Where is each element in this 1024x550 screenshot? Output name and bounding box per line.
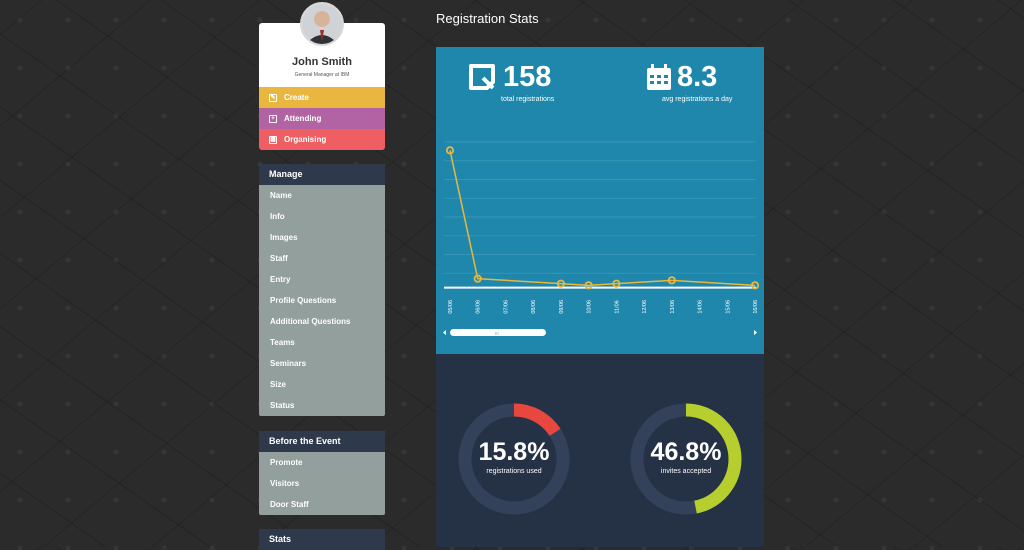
attending-button[interactable]: + Attending [259,108,385,129]
chart-point [667,276,676,285]
gauge-arc [630,403,742,515]
registration-chart-panel: 158 total registrations 8.3 avg registra… [436,47,764,354]
manage-item-entry[interactable]: Entry [270,275,291,284]
manage-item-additional-questions[interactable]: Additional Questions [270,317,351,326]
chart-x-tick-label: 06/06 [476,300,482,314]
chart-x-tick-label: 09/06 [559,300,565,314]
avg-registrations-value: 8.3 [677,61,718,93]
scroll-right-arrow-icon [754,330,757,335]
chart-point [612,279,621,288]
before-event-item-visitors[interactable]: Visitors [270,479,300,488]
manage-item-profile-questions[interactable]: Profile Questions [270,296,337,305]
chart-x-tick-label: 16/06 [753,300,759,314]
manage-item-size[interactable]: Size [270,380,287,389]
manage-item-images[interactable]: Images [270,233,298,242]
stats-header[interactable]: Stats [259,529,385,550]
gauge-arc [458,403,570,515]
avg-registrations-label: avg registrations a day [662,96,733,103]
chart-x-tick-label: 05/06 [448,300,454,314]
chart-x-tick-label: 14/06 [698,300,704,314]
gauges-panel: 15.8% registrations used 46.8% invites a… [436,354,764,547]
chart-x-tick-label: 13/06 [670,300,676,314]
chart-x-tick-label: 15/06 [725,300,731,314]
ticket-icon [469,64,495,90]
edit-icon: ✎ [269,93,277,102]
chart-x-tick-label: 11/06 [614,300,620,313]
chart-point [584,281,593,290]
calendar-kpi-icon [647,64,671,90]
chart-point [750,281,760,290]
gauges-svg [458,403,742,515]
profile-role: General Manager at IBM [294,72,350,78]
calendar-icon: ▦ [269,135,277,144]
manage-item-teams[interactable]: Teams [270,338,295,347]
stats-panel: Stats [259,529,385,550]
scroll-left-arrow-icon [443,330,446,335]
manage-item-status[interactable]: Status [270,401,295,410]
before-event-panel: Before the Event Promote Visitors Door Sta… [259,431,385,515]
before-event-header: Before the Event [259,431,385,452]
chart-x-tick-label: 10/06 [587,300,593,314]
attending-label: Attending [284,114,322,123]
chart-point [445,146,455,155]
chart-x-tick-label: 07/06 [503,300,509,314]
organising-button[interactable]: ▦ Organising [259,129,385,150]
manage-panel: Manage Name Info Images Staff Entry Profile Q… [259,164,385,416]
chart-scrollbar-thumb [450,329,546,336]
create-button[interactable]: ✎ Create [259,87,385,108]
organising-label: Organising [284,135,327,144]
total-registrations-label: total registrations [501,96,555,103]
manage-item-name[interactable]: Name [270,191,292,200]
chart-x-tick-label: 12/06 [642,300,648,314]
before-event-item-door-staff[interactable]: Door Staff [270,500,309,509]
avatar[interactable] [300,2,344,46]
chart-scrollbar-grip: III [495,331,499,336]
chart-point [556,279,566,288]
total-registrations-value: 158 [503,61,552,93]
before-event-item-promote[interactable]: Promote [270,458,303,467]
registrations-used-label: registrations used [486,468,542,475]
page-title: Registration Stats [436,11,539,26]
profile-name: John Smith [292,56,352,68]
registrations-used-value: 15.8% [478,438,550,466]
chart-point [473,274,482,283]
chart-x-tick-label: 08/06 [531,300,537,314]
manage-item-seminars[interactable]: Seminars [270,359,307,368]
create-label: Create [284,93,309,102]
registrations-line-chart: 05/06 06/06 07/06 08/06 09/06 10/06 11/06 12/06… [443,141,760,336]
manage-header: Manage [259,164,385,185]
plus-square-icon: + [269,114,277,123]
invites-accepted-label: invites accepted [660,468,712,475]
chart-series-line [449,150,756,287]
invites-accepted-value: 46.8% [650,438,722,466]
manage-item-staff[interactable]: Staff [270,254,288,263]
manage-item-info[interactable]: Info [270,212,285,221]
